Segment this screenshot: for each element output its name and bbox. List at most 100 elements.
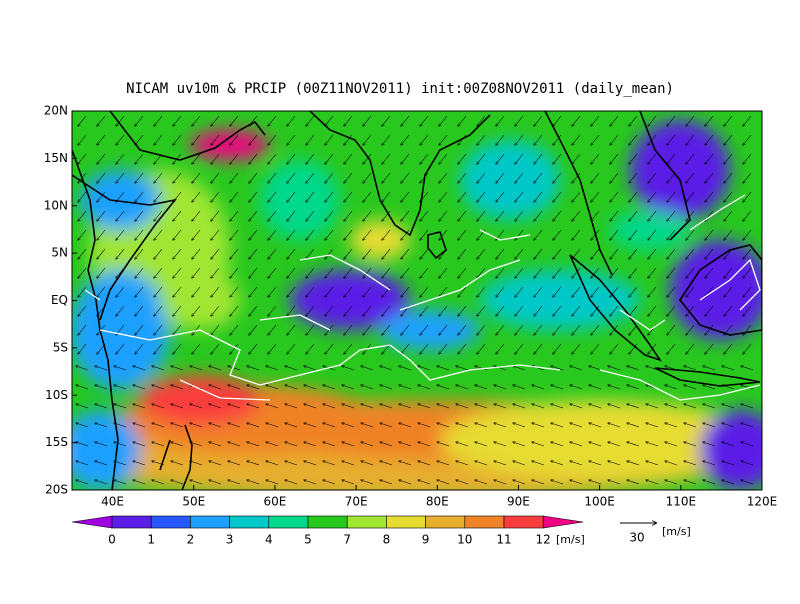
wind-arrow [380, 423, 393, 428]
wind-arrow [513, 404, 526, 409]
wind-arrow [743, 134, 752, 145]
wind-arrow [648, 172, 657, 183]
wind-arrow [572, 286, 581, 297]
wind-arrow [173, 134, 182, 145]
wind-arrow [152, 385, 165, 390]
wind-arrow [344, 267, 353, 278]
wind-arrow [439, 324, 448, 335]
wind-arrow [154, 343, 163, 354]
lat-tick-label: 10N [44, 198, 68, 212]
wind-arrow [684, 480, 697, 485]
wind-arrow [173, 286, 182, 297]
wind-arrow [173, 305, 182, 316]
wind-arrow [722, 480, 735, 485]
wind-arrow [458, 248, 467, 259]
wind-arrow [211, 305, 220, 316]
wind-arrow [192, 115, 201, 126]
wind-arrow [439, 115, 448, 126]
wind-arrow [95, 366, 108, 371]
wind-arrow [458, 153, 467, 164]
wind-arrow [228, 366, 241, 371]
wind-arrow [344, 305, 353, 316]
wind-arrow [610, 343, 619, 354]
wind-arrow [382, 305, 391, 316]
wind-arrow [154, 324, 163, 335]
wind-arrow [439, 153, 448, 164]
wind-arrow [722, 423, 735, 428]
wind-arrow [399, 442, 412, 447]
wind-arrow [627, 480, 640, 485]
wind-arrow [190, 366, 203, 371]
wind-arrow [418, 366, 431, 371]
wind-arrow [382, 134, 391, 145]
wind-arrow [477, 324, 486, 335]
wind-arrow [665, 480, 678, 485]
wind-arrow [553, 229, 562, 240]
wind-arrow [342, 404, 355, 409]
wind-arrow [534, 324, 543, 335]
coast-sri-lanka [427, 231, 447, 260]
wind-arrow [608, 442, 621, 447]
wind-arrow [268, 343, 277, 354]
wind-arrow [513, 442, 526, 447]
wind-arrow [401, 134, 410, 145]
wind-arrow [437, 480, 450, 485]
wind-arrow [171, 461, 184, 466]
wind-arrow [382, 229, 391, 240]
wind-arrow [724, 229, 733, 240]
wind-arrow [496, 172, 505, 183]
wind-arrow [646, 480, 659, 485]
wind-arrow [401, 343, 410, 354]
wind-arrow [458, 343, 467, 354]
wind-arrow [477, 305, 486, 316]
wind-arrow [266, 404, 279, 409]
wind-arrow [97, 134, 106, 145]
wind-arrow [268, 153, 277, 164]
wind-arrow [515, 267, 524, 278]
wind-arrow [344, 343, 353, 354]
wind-arrow [627, 404, 640, 409]
wind-arrow [171, 385, 184, 390]
wind-arrow [572, 210, 581, 221]
wind-arrow [439, 286, 448, 297]
wind-arrow [475, 461, 488, 466]
wind-arrow [572, 324, 581, 335]
wind-arrow [268, 248, 277, 259]
wind-arrow [190, 423, 203, 428]
wind-arrow [97, 210, 106, 221]
wind-arrow [211, 172, 220, 183]
wind-arrow [608, 423, 621, 428]
wind-arrow [304, 404, 317, 409]
wind-arrow [230, 267, 239, 278]
wind-arrow [439, 229, 448, 240]
wind-arrow [667, 191, 676, 202]
wind-arrow [382, 172, 391, 183]
coast-africa-arabia [72, 111, 266, 490]
wind-arrow [515, 134, 524, 145]
wind-arrow [591, 191, 600, 202]
lon-tick-label: 60E [264, 495, 287, 509]
wind-arrow [589, 442, 602, 447]
wind-arrow [211, 153, 220, 164]
wind-arrow [342, 385, 355, 390]
wind-arrow [705, 134, 714, 145]
wind-arrow [401, 267, 410, 278]
colorbar-label: 1 [147, 533, 155, 547]
wind-arrow [247, 404, 260, 409]
wind-arrow [456, 442, 469, 447]
wind-arrow [627, 366, 640, 371]
wind-arrow [114, 385, 127, 390]
wind-arrow [551, 480, 564, 485]
wind-arrow [686, 343, 695, 354]
wind-arrow [475, 385, 488, 390]
field-patch [380, 310, 480, 350]
wind-arrow [515, 324, 524, 335]
wind-arrow [268, 305, 277, 316]
wind-arrow [228, 423, 241, 428]
wind-arrow [475, 480, 488, 485]
wind-arrow [741, 385, 754, 390]
wind-arrow [325, 305, 334, 316]
wind-arrow [553, 210, 562, 221]
wind-arrow [646, 404, 659, 409]
wind-arrow [591, 115, 600, 126]
